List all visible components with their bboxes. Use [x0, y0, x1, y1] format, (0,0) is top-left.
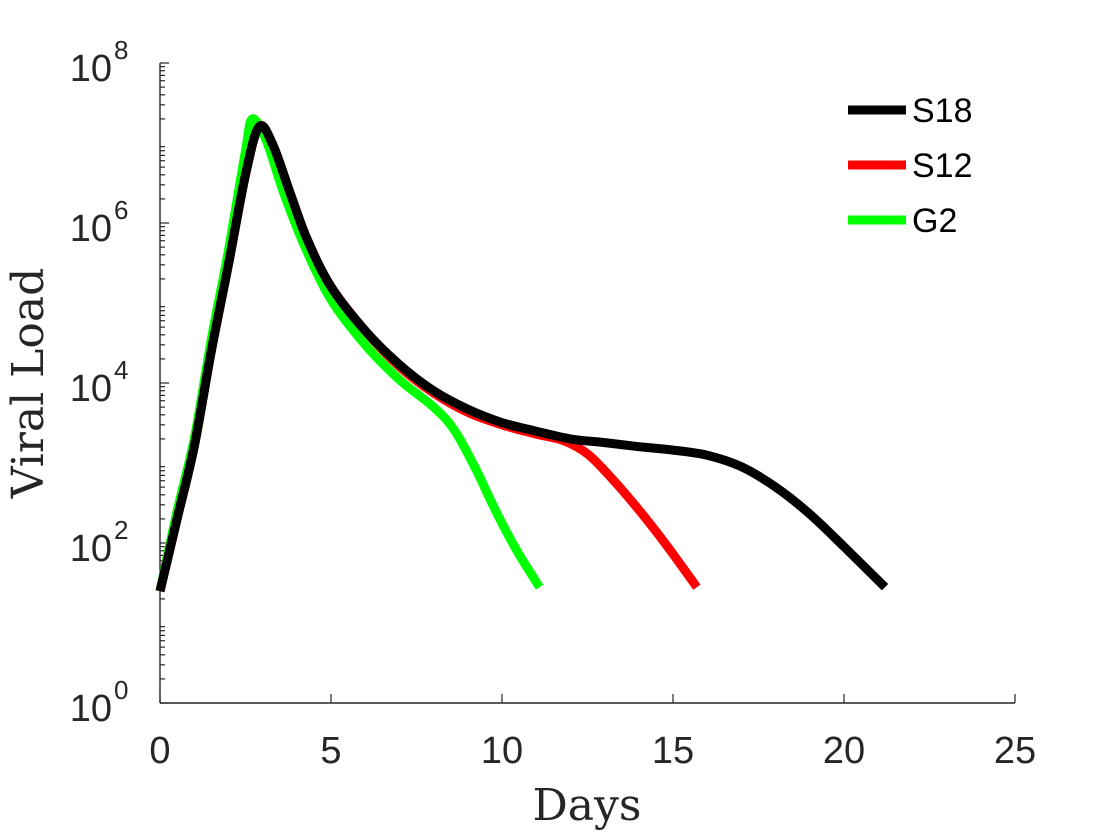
y-tick-label-exponent: 0 — [114, 675, 128, 705]
legend-label-s12: S12 — [912, 147, 973, 185]
x-tick-label: 25 — [994, 730, 1036, 772]
y-tick-label-base: 10 — [70, 208, 112, 250]
y-tick-label-base: 10 — [70, 368, 112, 410]
axes — [159, 63, 1015, 704]
series-line-s18 — [155, 121, 889, 593]
x-tick-label: 10 — [481, 730, 523, 772]
x-tick-label: 5 — [320, 730, 341, 772]
series-group — [155, 114, 889, 593]
legend: S18 S12 G2 — [848, 92, 973, 240]
y-tick-label-exponent: 6 — [114, 195, 128, 225]
y-tick-label-exponent: 4 — [114, 355, 128, 385]
x-tick-label: 15 — [652, 730, 694, 772]
x-tick-label: 20 — [823, 730, 865, 772]
x-axis-title: Days — [533, 780, 642, 831]
x-tick-label: 0 — [149, 730, 170, 772]
y-tick-label-base: 10 — [70, 528, 112, 570]
legend-label-g2: G2 — [912, 202, 957, 240]
y-tick-label-base: 10 — [70, 688, 112, 730]
y-tick-label-exponent: 8 — [114, 35, 128, 65]
y-tick-label-exponent: 2 — [114, 515, 128, 545]
y-tick-label-base: 10 — [70, 48, 112, 90]
y-axis-title: Viral Load — [3, 268, 54, 500]
series-line-g2 — [155, 114, 544, 593]
legend-label-s18: S18 — [912, 92, 973, 130]
x-ticks: 0 5 10 15 20 25 — [149, 694, 1036, 772]
